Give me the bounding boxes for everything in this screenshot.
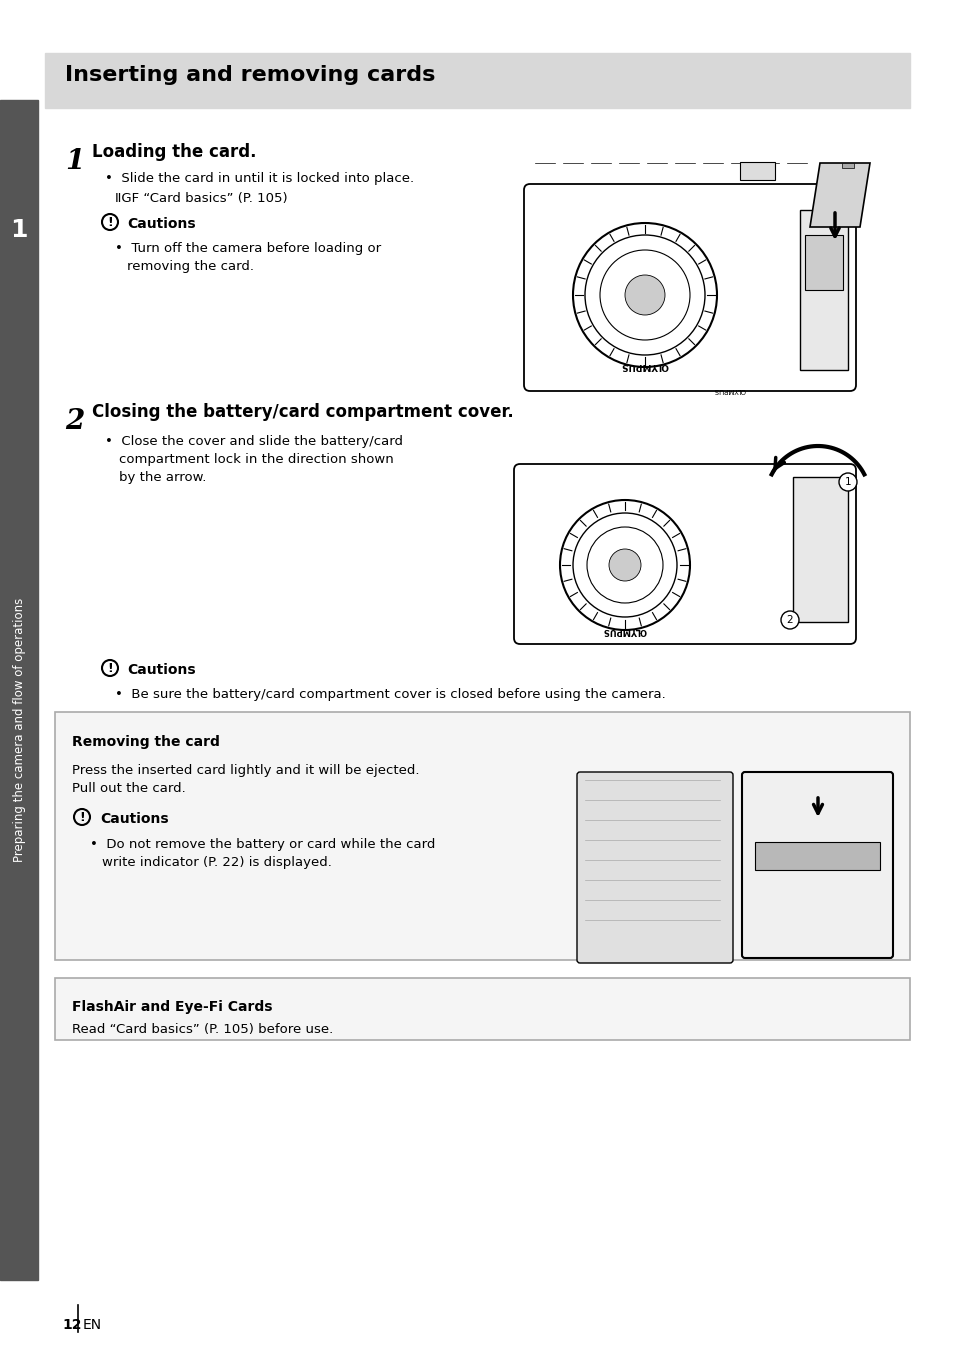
Bar: [740, 161, 774, 180]
Text: OLYMPUS: OLYMPUS: [713, 387, 745, 394]
FancyBboxPatch shape: [514, 464, 855, 645]
Text: EN: EN: [83, 1318, 102, 1333]
Text: 2: 2: [65, 408, 84, 436]
Text: •  Close the cover and slide the battery/card: • Close the cover and slide the battery/…: [105, 436, 402, 448]
Text: Pull out the card.: Pull out the card.: [71, 782, 186, 795]
Text: Press the inserted card lightly and it will be ejected.: Press the inserted card lightly and it w…: [71, 764, 419, 778]
Text: 1: 1: [10, 218, 28, 242]
FancyBboxPatch shape: [55, 712, 909, 959]
Bar: [45, 53, 909, 109]
Bar: [804, 235, 842, 290]
Text: •  Slide the card in until it is locked into place.: • Slide the card in until it is locked i…: [105, 172, 414, 185]
Text: 2: 2: [786, 615, 793, 626]
Text: OLYMPUS: OLYMPUS: [602, 626, 646, 635]
Circle shape: [608, 550, 640, 581]
Circle shape: [838, 474, 856, 491]
Text: Cautions: Cautions: [100, 811, 169, 826]
Text: ⅡGF “Card basics” (P. 105): ⅡGF “Card basics” (P. 105): [115, 191, 287, 205]
FancyBboxPatch shape: [523, 185, 855, 391]
Circle shape: [559, 499, 689, 630]
Text: •  Be sure the battery/card compartment cover is closed before using the camera.: • Be sure the battery/card compartment c…: [115, 688, 665, 702]
Text: 1: 1: [843, 478, 850, 487]
Bar: [754, 841, 879, 870]
Text: by the arrow.: by the arrow.: [119, 471, 206, 484]
Text: •  Turn off the camera before loading or: • Turn off the camera before loading or: [115, 242, 381, 255]
Text: !: !: [79, 810, 85, 824]
Text: Inserting and removing cards: Inserting and removing cards: [65, 65, 435, 85]
Text: !: !: [107, 216, 112, 228]
Text: Read “Card basics” (P. 105) before use.: Read “Card basics” (P. 105) before use.: [71, 1023, 333, 1035]
Bar: [841, 163, 853, 168]
Text: !: !: [107, 661, 112, 674]
Text: removing the card.: removing the card.: [127, 261, 253, 273]
FancyBboxPatch shape: [741, 772, 892, 958]
Text: Removing the card: Removing the card: [71, 735, 219, 749]
FancyBboxPatch shape: [55, 978, 909, 1039]
Circle shape: [573, 223, 717, 366]
Text: FlashAir and Eye-Fi Cards: FlashAir and Eye-Fi Cards: [71, 1000, 273, 1014]
Bar: [0, 100, 38, 1280]
Circle shape: [781, 611, 799, 630]
Text: •  Do not remove the battery or card while the card: • Do not remove the battery or card whil…: [90, 839, 435, 851]
Text: Preparing the camera and flow of operations: Preparing the camera and flow of operati…: [12, 598, 26, 862]
Bar: [800, 210, 847, 370]
Text: Loading the card.: Loading the card.: [91, 142, 256, 161]
Text: compartment lock in the direction shown: compartment lock in the direction shown: [119, 453, 394, 465]
Text: Cautions: Cautions: [127, 217, 195, 231]
Text: Cautions: Cautions: [127, 664, 195, 677]
Bar: [792, 478, 847, 622]
Text: 12: 12: [62, 1318, 81, 1333]
Circle shape: [624, 275, 664, 315]
FancyBboxPatch shape: [577, 772, 732, 963]
Polygon shape: [809, 163, 869, 227]
Text: write indicator (P. 22) is displayed.: write indicator (P. 22) is displayed.: [102, 856, 332, 868]
Text: OLYMPUS: OLYMPUS: [620, 361, 668, 369]
Text: 1: 1: [65, 148, 84, 175]
Text: Closing the battery/card compartment cover.: Closing the battery/card compartment cov…: [91, 403, 514, 421]
